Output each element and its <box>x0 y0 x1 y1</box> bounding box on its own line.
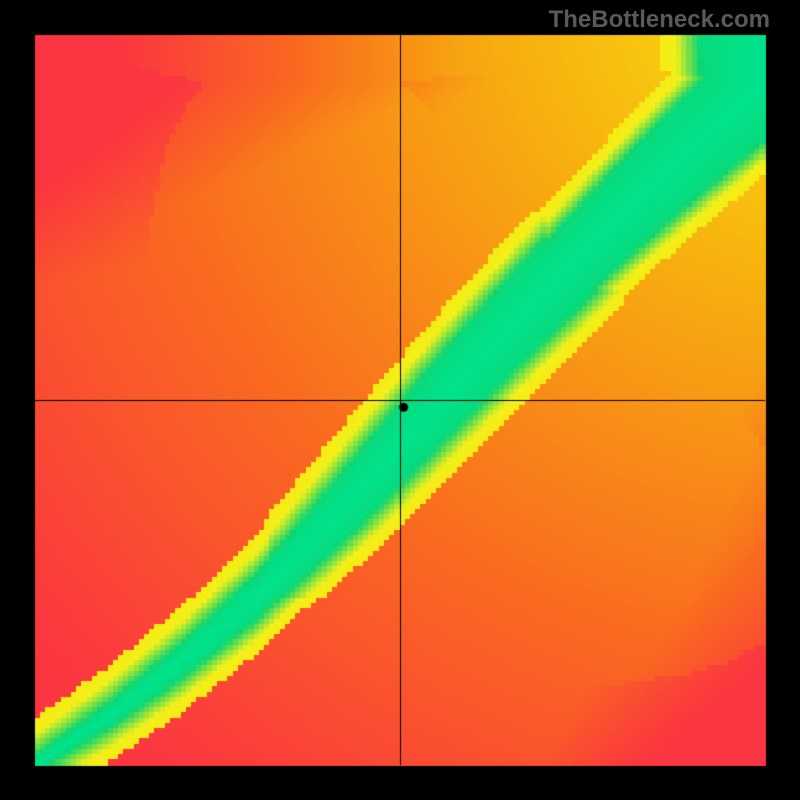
chart-container: TheBottleneck.com <box>0 0 800 800</box>
watermark-text: TheBottleneck.com <box>549 6 770 34</box>
bottleneck-heatmap-canvas <box>0 0 800 800</box>
